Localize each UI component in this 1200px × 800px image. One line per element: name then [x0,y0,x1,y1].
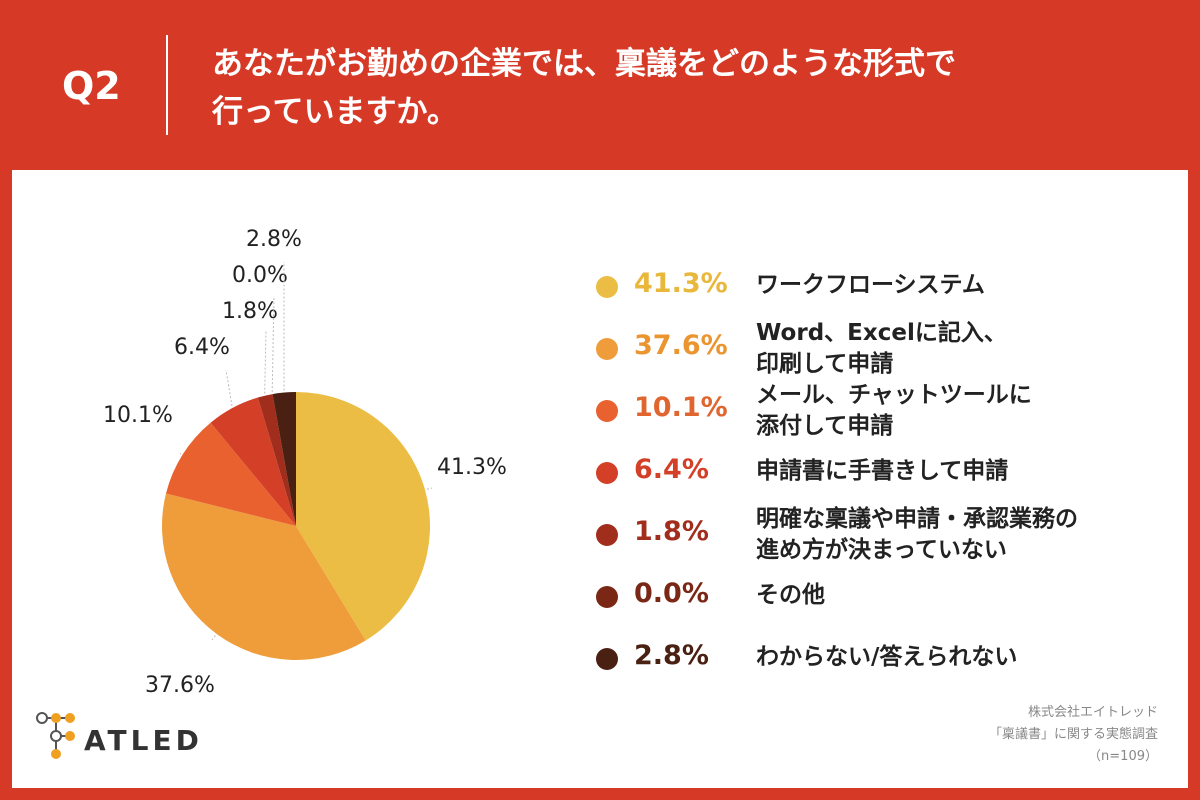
atled-logo-text: ATLED [84,724,203,757]
legend-label: その他 [756,582,825,608]
legend-percent: 37.6% [634,330,728,361]
pie-data-label: 37.6% [145,673,215,698]
legend-dot [596,276,618,298]
legend-label: 申請書に手書きして申請 [756,458,1009,484]
legend-label: Word、Excelに記入、 印刷して申請 [756,320,1007,377]
chart-panel: 41.3% 37.6% 10.1% 6.4% 1.8% 0.0% 2.8% 41.3% ワーク… [12,170,1188,788]
header: Q2 あなたがお勤めの企業では、稟議をどのような形式で 行っていますか。 [0,0,1200,170]
pie-slice [272,392,296,526]
pie-data-label: 6.4% [174,335,230,360]
leader-line [211,635,216,641]
leader-line [264,329,267,394]
footer-note: 株式会社エイトレッド 「稟議書」に関する実態調査 （n=109） [989,702,1158,768]
pie-chart: 41.3% 37.6% 10.1% 6.4% 1.8% 0.0% 2.8% [103,227,507,698]
question-title: あなたがお勤めの企業では、稟議をどのような形式で 行っていますか。 [212,40,1112,136]
pie-data-label: 0.0% [232,263,288,288]
atled-logo-icon [36,712,75,759]
pie-data-label: 41.3% [437,455,507,480]
legend-percent: 2.8% [634,640,709,671]
question-title-line-1: あなたがお勤めの企業では、稟議をどのような形式で [212,46,956,82]
legend-percent: 0.0% [634,578,709,609]
header-divider [166,35,168,135]
footer-company: 株式会社エイトレッド [1027,705,1158,720]
pie-slice [166,422,296,526]
pie-data-label: 2.8% [246,227,302,252]
question-number: Q2 [62,64,121,108]
leader-line [225,369,233,407]
leader-line [426,487,433,490]
pie-slice [161,493,366,660]
leader-line [179,453,182,455]
pie-slice [296,392,430,641]
pie-data-label: 1.8% [222,299,278,324]
legend-percent: 41.3% [634,268,728,299]
pie-slice [257,394,296,526]
question-title-line-2: 行っていますか。 [212,94,458,130]
legend-percent: 6.4% [634,454,709,485]
legend-dot [596,524,618,546]
legend-percent: 10.1% [634,392,728,423]
atled-logo: ATLED [34,706,214,776]
legend-dot [596,400,618,422]
pie-data-label: 10.1% [103,403,173,428]
legend-dot [596,648,618,670]
footer-survey: 「稟議書」に関する実態調査 [988,727,1158,742]
footer-sample: （n=109） [1088,749,1158,764]
legend-label: ワークフローシステム [756,272,985,298]
legend-dot [596,586,618,608]
legend-dot [596,338,618,360]
legend-percent: 1.8% [634,516,709,547]
legend-label: わからない/答えられない [756,644,1018,670]
pie-slice [210,397,296,526]
leader-line [271,295,275,393]
legend-label: 明確な稟議や申請・承認業務の 進め方が決まっていない [756,506,1078,563]
legend-label: メール、チャットツールに 添付して申請 [756,382,1032,439]
legend-dot [596,462,618,484]
